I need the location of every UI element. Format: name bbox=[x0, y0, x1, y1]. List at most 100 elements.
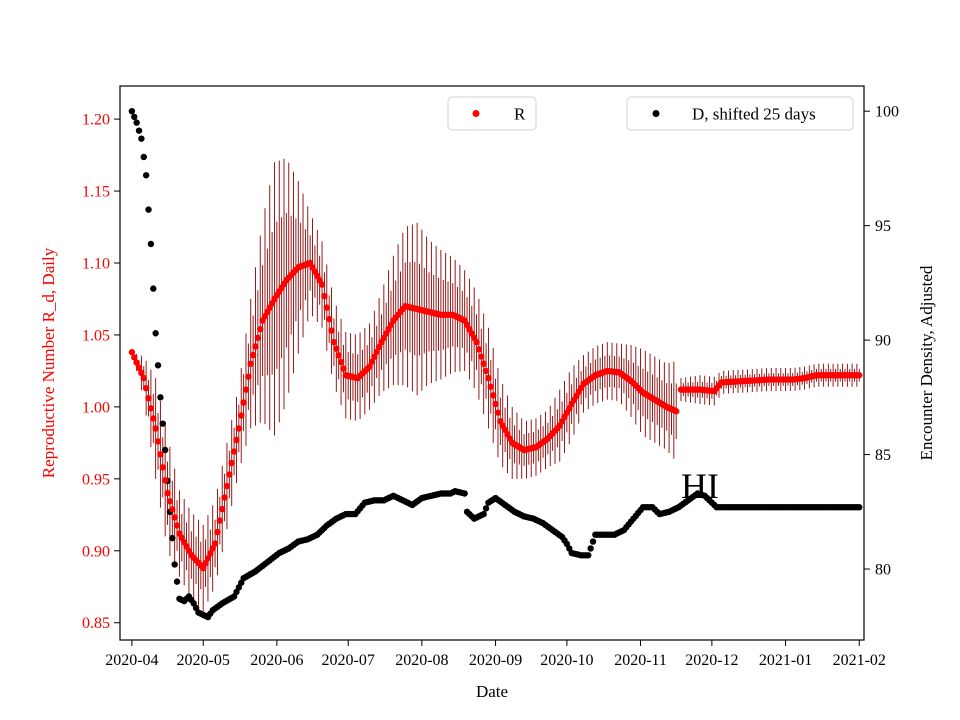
r-point bbox=[318, 281, 326, 288]
y-right-tick-label: 95 bbox=[875, 218, 891, 235]
r-point bbox=[142, 384, 150, 392]
d-point bbox=[585, 552, 592, 559]
y-left-tick-label: 1.10 bbox=[82, 255, 110, 272]
r-point bbox=[245, 373, 252, 380]
d-point bbox=[480, 510, 487, 518]
r-point bbox=[323, 304, 330, 311]
r-point bbox=[240, 399, 247, 406]
r-point bbox=[485, 374, 492, 382]
r-point bbox=[173, 522, 181, 529]
d-point bbox=[856, 504, 863, 511]
legend-r-marker bbox=[472, 110, 480, 117]
d-point bbox=[173, 578, 181, 585]
r-point bbox=[366, 363, 373, 370]
d-point bbox=[157, 394, 164, 401]
r-point bbox=[473, 338, 480, 346]
r-point bbox=[138, 369, 145, 377]
r-point bbox=[368, 358, 376, 365]
r-point bbox=[169, 506, 176, 513]
d-point bbox=[159, 420, 166, 427]
d-point bbox=[147, 240, 155, 248]
r-point bbox=[238, 412, 245, 419]
y-right-axis-ticks: 80 85 90 95 100 bbox=[864, 104, 899, 579]
r-point bbox=[211, 540, 219, 547]
r-point bbox=[335, 352, 342, 359]
x-tick-label: 2021-02 bbox=[833, 652, 886, 669]
r-point bbox=[247, 360, 254, 367]
d-point bbox=[152, 330, 159, 337]
x-tick-label: 2020-10 bbox=[540, 652, 593, 669]
r-point bbox=[321, 292, 328, 300]
r-point bbox=[257, 325, 264, 333]
d-point bbox=[171, 561, 178, 568]
y-right-tick-label: 90 bbox=[875, 333, 891, 350]
legend-r[interactable]: R bbox=[447, 96, 537, 131]
r-point bbox=[202, 559, 209, 567]
x-tick-label: 2020-12 bbox=[685, 652, 738, 669]
y-right-tick-label: 100 bbox=[875, 104, 899, 121]
x-axis-ticks: 2020-04 2020-05 2020-06 2020-07 2020-08 2020-… bbox=[105, 640, 886, 669]
r-point bbox=[856, 372, 863, 379]
r-series-points bbox=[128, 259, 863, 572]
x-tick-label: 2020-06 bbox=[250, 652, 303, 669]
r-point bbox=[487, 383, 495, 390]
d-point bbox=[135, 127, 143, 134]
r-point bbox=[333, 345, 340, 352]
x-tick-label: 2020-04 bbox=[105, 652, 158, 669]
d-point bbox=[133, 119, 140, 126]
r-point bbox=[223, 482, 231, 490]
r-point bbox=[228, 459, 235, 467]
x-axis-label: Date bbox=[476, 682, 508, 701]
r-point bbox=[233, 436, 240, 444]
legend-d-marker bbox=[652, 110, 660, 117]
r-point bbox=[164, 490, 171, 497]
r-point bbox=[494, 409, 502, 416]
d-series-points bbox=[128, 107, 863, 621]
r-point bbox=[475, 346, 483, 353]
r-point bbox=[235, 425, 243, 432]
x-tick-label: 2020-05 bbox=[177, 652, 230, 669]
legend-d-label: D, shifted 25 days bbox=[692, 105, 816, 124]
r-point bbox=[375, 343, 383, 351]
r-point bbox=[133, 359, 140, 366]
r-point bbox=[478, 353, 485, 360]
d-point bbox=[145, 206, 152, 213]
d-point bbox=[161, 446, 169, 454]
r-point bbox=[492, 400, 499, 408]
x-tick-label: 2020-09 bbox=[469, 652, 522, 669]
r-point bbox=[226, 471, 233, 478]
y-left-tick-label: 0.90 bbox=[82, 543, 110, 560]
r-point bbox=[161, 477, 169, 484]
r-point bbox=[673, 408, 680, 415]
y-right-axis-label: Encounter Density, Adjusted bbox=[917, 265, 936, 460]
r-point bbox=[171, 514, 178, 521]
r-point bbox=[371, 353, 378, 361]
y-left-tick-label: 1.20 bbox=[82, 112, 110, 129]
r-point bbox=[159, 464, 166, 471]
r-point bbox=[135, 364, 143, 371]
r-point bbox=[242, 386, 250, 393]
r-point bbox=[216, 517, 224, 524]
y-left-axis-label: Reproductive Number R_d, Daily bbox=[39, 247, 58, 478]
legend-r-box bbox=[447, 96, 537, 131]
r-point bbox=[214, 528, 221, 536]
r-point bbox=[328, 327, 335, 334]
r-point bbox=[140, 374, 147, 382]
legend-d[interactable]: D, shifted 25 days bbox=[626, 96, 854, 131]
plot-frame bbox=[119, 85, 865, 641]
r-point bbox=[254, 334, 262, 342]
d-point bbox=[154, 362, 162, 369]
y-left-tick-label: 1.05 bbox=[82, 327, 110, 344]
r-point bbox=[131, 354, 138, 361]
r-point bbox=[204, 555, 212, 562]
legend-d-box bbox=[626, 96, 854, 131]
r-point bbox=[252, 343, 259, 350]
r-point bbox=[325, 315, 333, 323]
r-point bbox=[166, 498, 174, 505]
y-left-tick-label: 1.00 bbox=[82, 399, 110, 416]
y-left-tick-label: 0.95 bbox=[82, 471, 110, 488]
r-point bbox=[128, 349, 136, 356]
legend-r-label: R bbox=[514, 105, 526, 124]
hi-annotation: HI bbox=[681, 466, 719, 506]
